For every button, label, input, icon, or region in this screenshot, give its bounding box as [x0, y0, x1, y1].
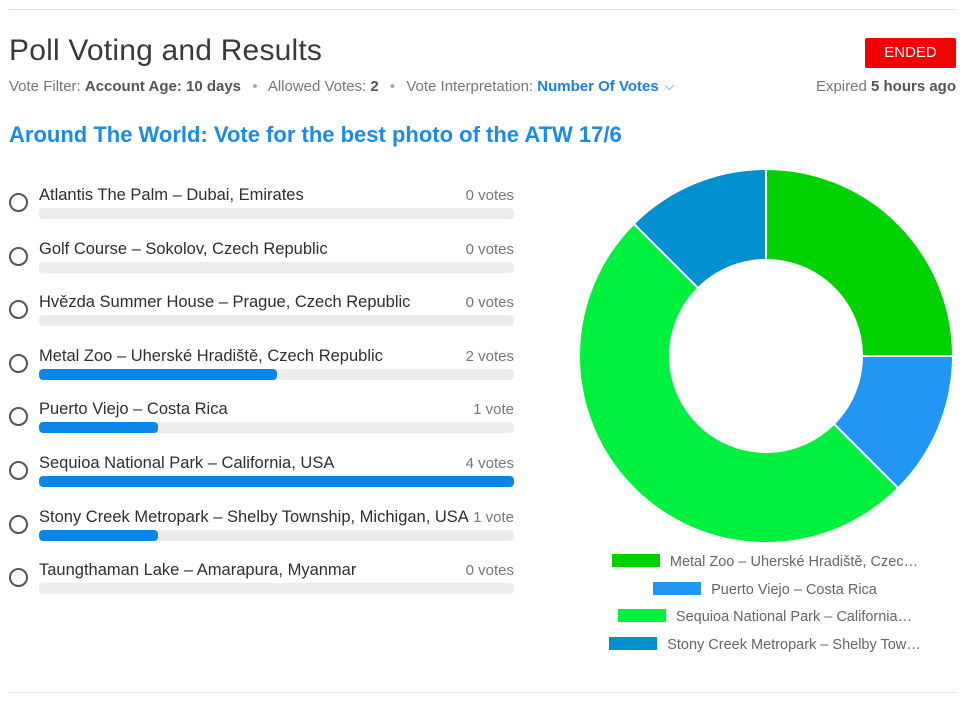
- radio-button[interactable]: [9, 300, 28, 320]
- legend-item[interactable]: Metal Zoo – Uherské Hradiště, Czec…: [560, 554, 965, 582]
- radio-button[interactable]: [9, 407, 28, 427]
- vote-bar-track: [39, 261, 514, 273]
- option-votes: 0 votes: [465, 240, 514, 258]
- separator-dot: •: [389, 78, 396, 95]
- vote-bar-track: [39, 422, 514, 434]
- expired-info: Expired 5 hours ago: [816, 78, 956, 95]
- results-chart: [570, 160, 965, 560]
- poll-option[interactable]: Taungthaman Lake – Amarapura, Myanmar 0 v…: [9, 558, 514, 612]
- poll-option[interactable]: Puerto Viejo – Costa Rica 1 vote: [9, 397, 514, 451]
- vote-bar-track: [39, 583, 514, 595]
- option-label: Atlantis The Palm – Dubai, Emirates: [39, 186, 304, 204]
- vote-bar-track: [39, 475, 514, 487]
- radio-button[interactable]: [9, 460, 28, 480]
- donut-slice[interactable]: [632, 167, 767, 290]
- option-votes: 0 votes: [465, 187, 514, 204]
- radio-button[interactable]: [9, 246, 28, 266]
- top-divider: [9, 9, 956, 10]
- separator-dot: •: [252, 78, 258, 95]
- legend-item[interactable]: Stony Creek Metropark – Shelby Tow…: [560, 636, 965, 665]
- donut-slice[interactable]: [578, 222, 900, 544]
- legend-swatch: [617, 609, 666, 622]
- option-label: Puerto Viejo – Costa Rica: [39, 400, 228, 419]
- poll-option[interactable]: Golf Course – Sokolov, Czech Republic 0 v…: [9, 237, 514, 291]
- chart-legend: Metal Zoo – Uherské Hradiště, Czec… Puert…: [560, 554, 965, 664]
- vote-interpretation-dropdown[interactable]: Number Of Votes ⌵: [537, 78, 674, 95]
- allowed-votes-label: Allowed Votes:: [267, 78, 367, 95]
- option-votes: 4 votes: [465, 454, 514, 472]
- legend-label: Sequioa National Park – California…: [675, 609, 913, 625]
- vote-bar-track: [39, 208, 514, 219]
- legend-label: Puerto Viejo – Costa Rica: [711, 581, 877, 598]
- radio-button[interactable]: [9, 193, 28, 212]
- option-votes: 0 votes: [465, 294, 514, 312]
- poll-option[interactable]: Hvězda Summer House – Prague, Czech Repu…: [9, 290, 514, 344]
- expired-value: 5 hours ago: [870, 78, 956, 95]
- legend-label: Stony Creek Metropark – Shelby Tow…: [667, 636, 921, 653]
- vote-bar-fill: [39, 422, 158, 434]
- poll-option[interactable]: Stony Creek Metropark – Shelby Township,…: [9, 505, 514, 559]
- vote-filter-label: Vote Filter:: [9, 78, 81, 95]
- option-label: Golf Course – Sokolov, Czech Republic: [39, 239, 328, 258]
- legend-label: Metal Zoo – Uherské Hradiště, Czec…: [669, 554, 919, 570]
- option-label: Hvězda Summer House – Prague, Czech Repu…: [39, 293, 411, 312]
- bottom-divider: [9, 692, 956, 693]
- vote-interpretation-label: Vote Interpretation:: [406, 78, 534, 95]
- page-title: Poll Voting and Results: [9, 34, 323, 67]
- legend-swatch: [609, 636, 658, 650]
- allowed-votes-value: 2: [370, 78, 379, 95]
- vote-bar-track: [39, 529, 514, 541]
- vote-bar-track: [39, 368, 514, 380]
- status-badge: ENDED: [865, 38, 956, 68]
- option-votes: 1 vote: [473, 401, 514, 419]
- legend-swatch: [653, 581, 702, 595]
- poll-option[interactable]: Metal Zoo – Uherské Hradiště, Czech Repu…: [9, 344, 514, 398]
- chevron-down-icon[interactable]: ⌵: [664, 79, 674, 93]
- radio-button[interactable]: [9, 568, 28, 588]
- option-votes: 1 vote: [473, 508, 514, 526]
- vote-bar-fill: [39, 529, 158, 541]
- donut-slice[interactable]: [765, 167, 955, 357]
- poll-options: Atlantis The Palm – Dubai, Emirates 0 vot…: [9, 183, 514, 612]
- radio-button[interactable]: [9, 353, 28, 373]
- legend-item[interactable]: Puerto Viejo – Costa Rica: [560, 581, 965, 610]
- radio-button[interactable]: [9, 514, 28, 534]
- vote-bar-fill: [39, 475, 514, 487]
- option-votes: 0 votes: [465, 562, 514, 580]
- expired-label: Expired: [815, 78, 867, 95]
- vote-bar-track: [39, 315, 514, 327]
- poll-option[interactable]: Sequioa National Park – California, USA 4…: [9, 451, 514, 505]
- vote-interpretation-value[interactable]: Number Of Votes: [537, 78, 659, 95]
- donut-chart: [578, 167, 955, 544]
- vote-filter-value: Account Age: 10 days: [84, 78, 242, 95]
- option-votes: 2 votes: [465, 347, 514, 365]
- poll-title: Around The World: Vote for the best phot…: [9, 122, 622, 147]
- option-label: Metal Zoo – Uherské Hradiště, Czech Repu…: [39, 346, 383, 365]
- option-label: Sequioa National Park – California, USA: [39, 453, 335, 472]
- vote-bar-fill: [39, 368, 277, 380]
- legend-item[interactable]: Sequioa National Park – California…: [560, 609, 965, 637]
- legend-swatch: [611, 554, 660, 567]
- option-label: Taungthaman Lake – Amarapura, Myanmar: [39, 561, 357, 580]
- option-label: Stony Creek Metropark – Shelby Township,…: [39, 507, 469, 526]
- poll-meta: Vote Filter: Account Age: 10 days • Allo…: [9, 78, 674, 95]
- poll-option[interactable]: Atlantis The Palm – Dubai, Emirates 0 vot…: [9, 183, 514, 237]
